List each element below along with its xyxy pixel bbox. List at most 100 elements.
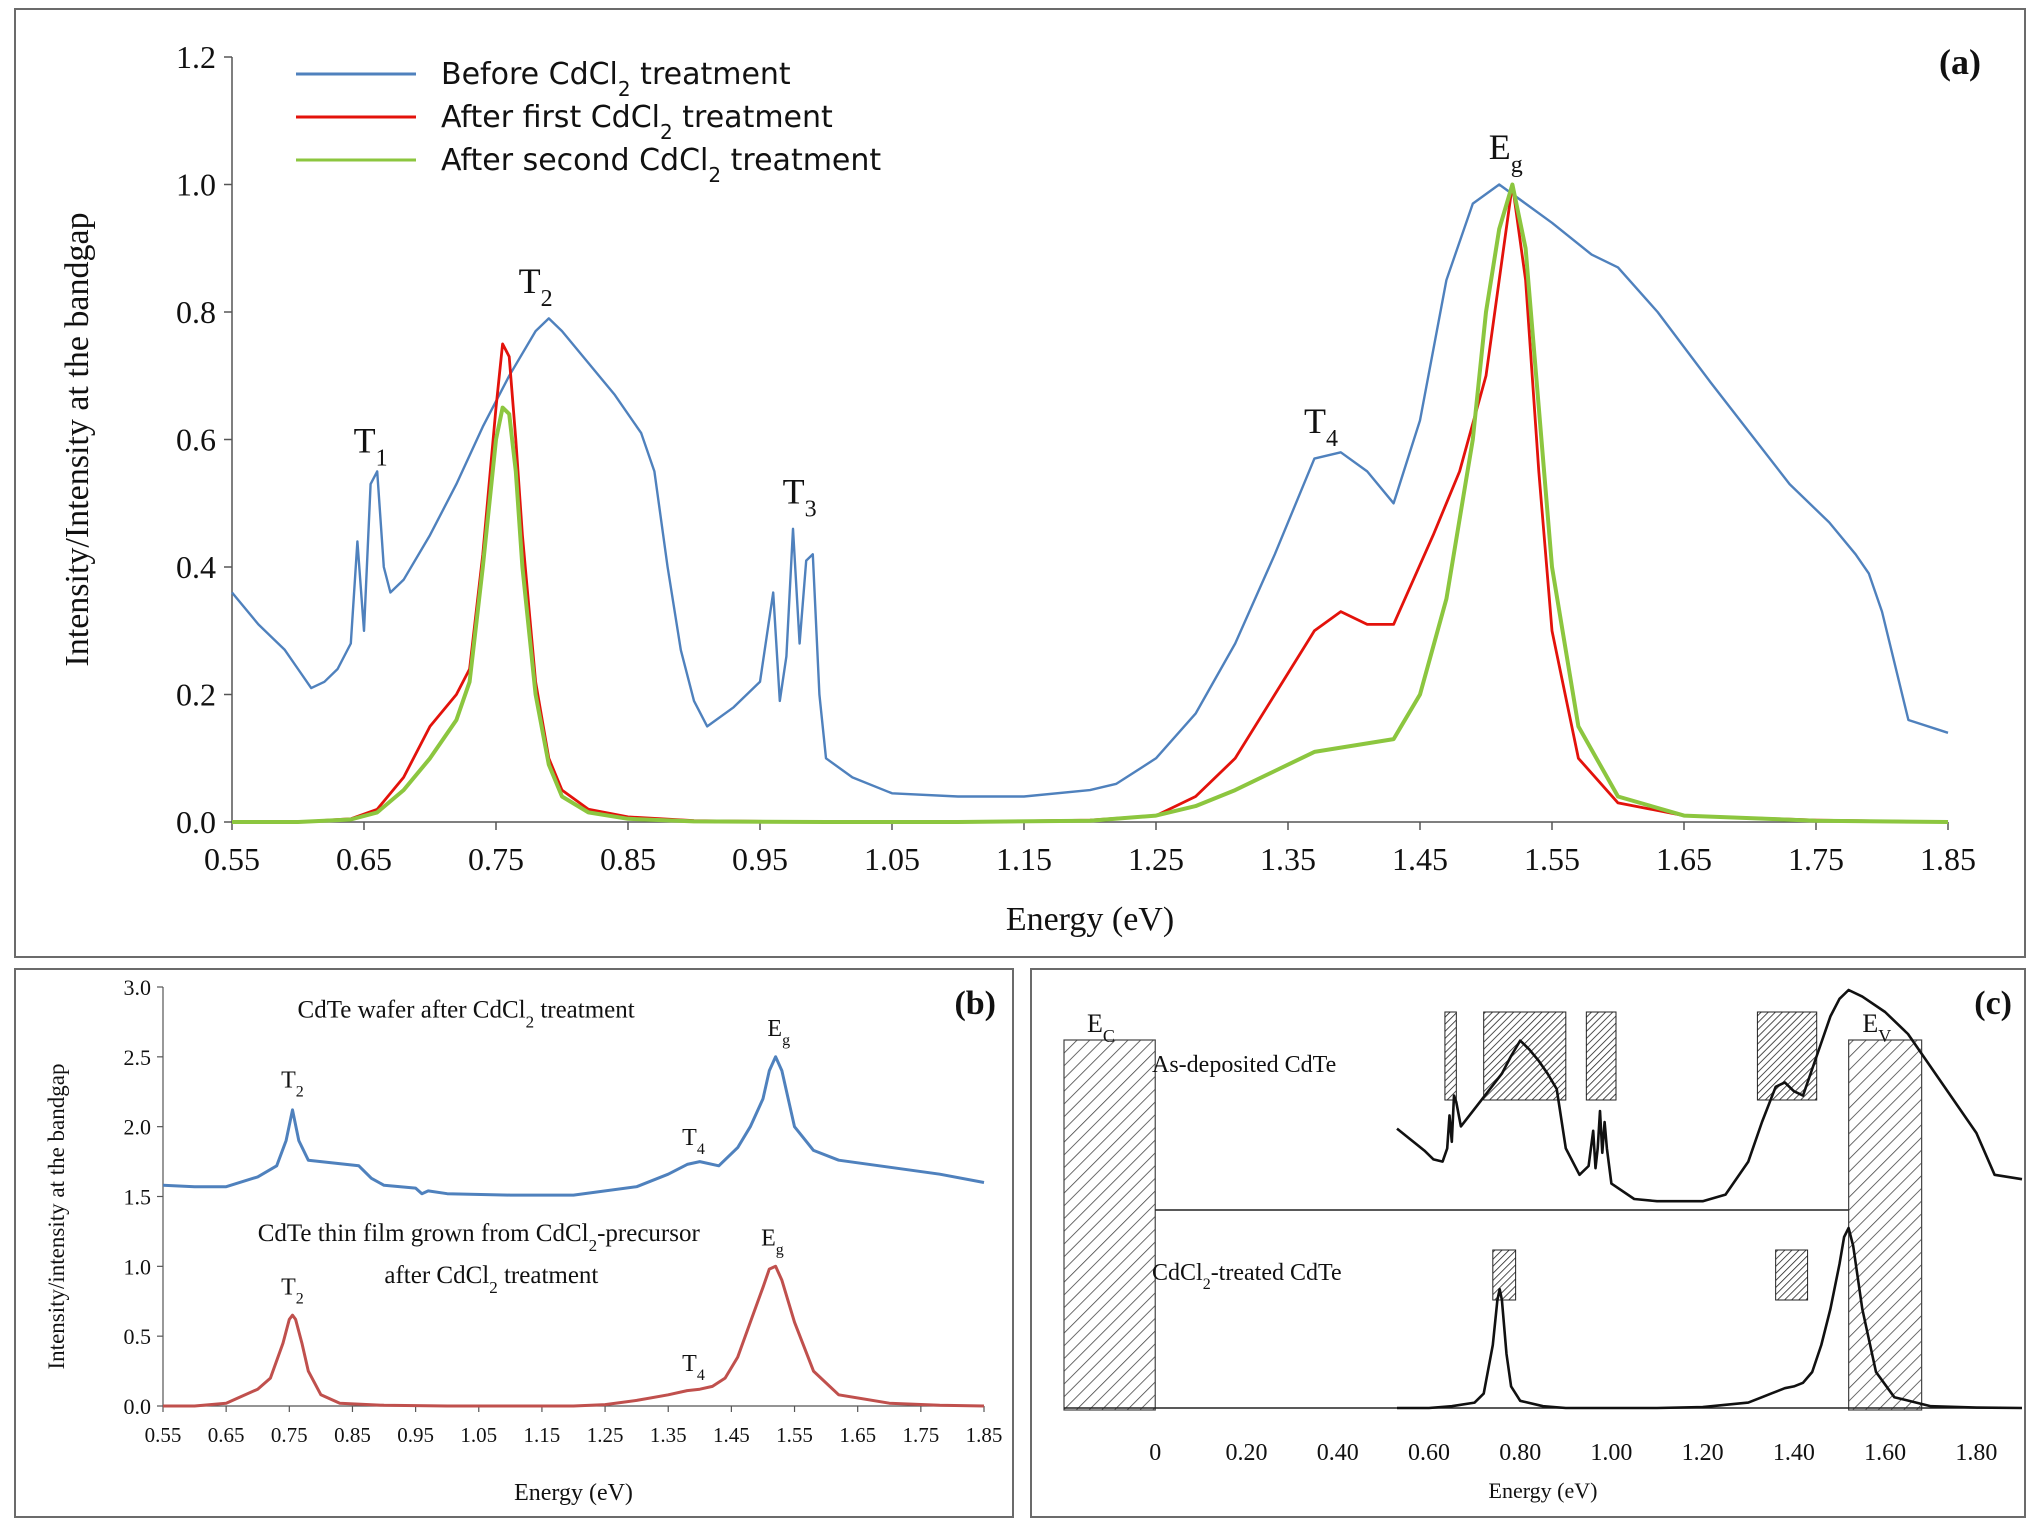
x-tick-label-c: 1.00 <box>1590 1440 1632 1466</box>
curve-label-b: CdTe thin film grown from CdCl2-precurso… <box>258 1220 701 1255</box>
x-tick-label-b: 0.55 <box>145 1423 182 1447</box>
x-tick-label-b: 0.95 <box>397 1423 434 1447</box>
peak-label-b: T2 <box>281 1274 304 1307</box>
x-tick-label-a: 1.25 <box>1128 841 1184 877</box>
x-tick-label-b: 1.55 <box>776 1423 813 1447</box>
peak-label-b: T2 <box>281 1068 304 1101</box>
peak-label-a: T4 <box>1304 401 1338 452</box>
x-tick-label-b: 1.05 <box>460 1423 497 1447</box>
x-tick-label-a: 0.85 <box>600 841 656 877</box>
x-tick-label-c: 1.20 <box>1682 1440 1724 1466</box>
x-tick-label-c: 0 <box>1149 1440 1161 1466</box>
x-tick-label-b: 1.35 <box>650 1423 687 1447</box>
curve-label-b: after CdCl2 treatment <box>384 1262 598 1297</box>
cdcl2-treated-label: CdCl2-treated CdTe <box>1152 1260 1342 1293</box>
series-line-c-treated <box>1397 1226 2023 1410</box>
x-tick-label-a: 1.75 <box>1788 841 1844 877</box>
defect-band-top <box>1483 1011 1567 1101</box>
panel-label-b: (b) <box>954 985 996 1022</box>
x-tick-label-b: 1.15 <box>524 1423 561 1447</box>
x-tick-label-a: 1.15 <box>996 841 1052 877</box>
legend-label-a: After second CdCl2 treatment <box>441 143 881 187</box>
peak-label-b: Eg <box>761 1225 784 1258</box>
x-tick-label-c: 0.60 <box>1408 1440 1450 1466</box>
peak-label-a: T1 <box>354 420 388 471</box>
x-tick-label-b: 0.65 <box>208 1423 245 1447</box>
series-line-b <box>163 1264 985 1408</box>
chart-a-svg: 0.0 0.2 0.4 0.6 0.8 1.0 1.2 0.55 0.65 0.75 0.85 0.9… <box>59 39 1981 938</box>
y-tick-label-b: 0.5 <box>124 1324 152 1349</box>
y-tick-label-a: 1.0 <box>176 167 216 203</box>
y-tick-label-a: 0.6 <box>176 422 216 458</box>
x-tick-label-b: 1.75 <box>902 1423 939 1447</box>
x-tick-label-b: 0.85 <box>334 1423 371 1447</box>
y-axis-label-a: Intensity/Intensity at the bandgap <box>59 212 96 666</box>
x-axis-label-a: Energy (eV) <box>1006 901 1174 938</box>
curve-label-b: CdTe wafer after CdCl2 treatment <box>298 997 635 1032</box>
legend-label-a: Before CdCl2 treatment <box>441 57 791 101</box>
defect-band-bottom <box>1775 1249 1809 1301</box>
x-tick-label-c: 1.60 <box>1864 1440 1906 1466</box>
x-tick-label-a: 0.95 <box>732 841 788 877</box>
x-tick-label-a: 1.05 <box>864 841 920 877</box>
y-tick-label-a: 0.8 <box>176 294 216 330</box>
peak-label-b: T4 <box>682 1125 705 1158</box>
y-tick-label-a: 0.4 <box>176 549 216 585</box>
x-tick-label-b: 1.65 <box>839 1423 876 1447</box>
x-tick-label-a: 1.85 <box>1920 841 1976 877</box>
x-tick-label-b: 1.85 <box>966 1423 1003 1447</box>
chart-c-svg: 0 0.20 0.40 0.60 0.80 1.00 1.20 1.40 1.60 1.80 Ene… <box>1063 985 2023 1503</box>
ev-label: EV <box>1862 1009 1891 1046</box>
x-tick-label-a: 1.35 <box>1260 841 1316 877</box>
ec-label: EC <box>1087 1009 1115 1046</box>
y-axis-label-b: Intensity/intensity at the bandgap <box>44 1064 69 1370</box>
x-tick-label-a: 1.45 <box>1392 841 1448 877</box>
x-tick-label-b: 0.75 <box>271 1423 308 1447</box>
series-line-a <box>231 183 1949 798</box>
series-line-b <box>162 1055 985 1197</box>
defect-band-bottom <box>1492 1249 1517 1301</box>
x-tick-label-a: 1.65 <box>1656 841 1712 877</box>
panel-a: 0.0 0.2 0.4 0.6 0.8 1.0 1.2 0.55 0.65 0.75 0.85 0.9… <box>14 8 2026 958</box>
x-tick-label-b: 1.25 <box>587 1423 624 1447</box>
y-tick-label-a: 0.0 <box>176 804 216 840</box>
y-tick-label-b: 1.5 <box>124 1185 152 1210</box>
defect-band-top <box>1756 1011 1818 1101</box>
x-axis-label-c: Energy (eV) <box>1489 1478 1598 1503</box>
y-tick-label-b: 2.5 <box>124 1045 152 1070</box>
y-tick-label-b: 0.0 <box>124 1394 152 1419</box>
series-line-c-as-deposited <box>1396 988 2023 1203</box>
peak-label-a: Eg <box>1489 127 1523 178</box>
peak-label-b: T4 <box>682 1351 705 1384</box>
y-tick-label-b: 1.0 <box>124 1254 152 1279</box>
x-tick-label-a: 0.65 <box>336 841 392 877</box>
panel-c: 0 0.20 0.40 0.60 0.80 1.00 1.20 1.40 1.60 1.80 Ene… <box>1030 968 2026 1518</box>
panel-label-c: (c) <box>1974 985 2012 1022</box>
y-tick-label-b: 2.0 <box>124 1115 152 1140</box>
x-tick-label-c: 1.80 <box>1955 1440 1997 1466</box>
y-tick-label-b: 3.0 <box>124 975 152 1000</box>
y-tick-label-a: 1.2 <box>176 39 216 75</box>
x-tick-label-b: 1.45 <box>713 1423 750 1447</box>
x-tick-label-a: 0.75 <box>468 841 524 877</box>
defect-band-top <box>1444 1011 1457 1101</box>
series-line-a <box>232 182 1949 824</box>
peak-label-a: T2 <box>519 261 553 312</box>
peak-label-b: Eg <box>767 1016 790 1049</box>
conduction-band-region <box>1063 1039 1156 1411</box>
as-deposited-label: As-deposited CdTe <box>1152 1052 1336 1078</box>
x-tick-label-c: 1.40 <box>1773 1440 1815 1466</box>
x-axis-label-b: Energy (eV) <box>514 1480 633 1506</box>
x-tick-label-a: 0.55 <box>204 841 260 877</box>
legend-label-a: After first CdCl2 treatment <box>441 100 833 144</box>
x-tick-label-c: 0.80 <box>1499 1440 1541 1466</box>
defect-band-top <box>1585 1011 1617 1101</box>
peak-label-a: T3 <box>783 471 817 522</box>
panel-label-a: (a) <box>1939 42 1981 82</box>
x-tick-label-c: 0.20 <box>1225 1440 1267 1466</box>
y-tick-label-a: 0.2 <box>176 677 216 713</box>
x-tick-label-c: 0.40 <box>1317 1440 1359 1466</box>
chart-b-svg: 0.0 0.5 1.0 1.5 2.0 2.5 3.0 0.55 0.65 0.75 0.85 0.9… <box>44 975 1003 1506</box>
valence-band-region <box>1848 1039 1923 1411</box>
x-tick-label-a: 1.55 <box>1524 841 1580 877</box>
